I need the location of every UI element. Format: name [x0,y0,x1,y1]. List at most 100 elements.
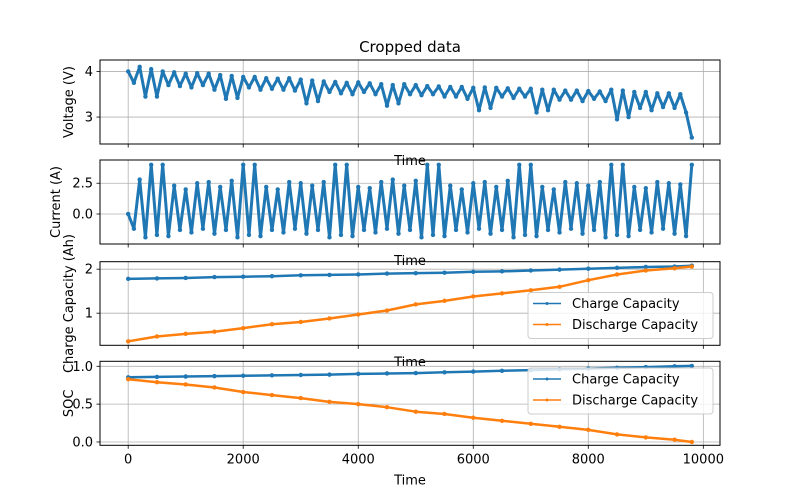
y-tick-label: 1.0 [72,360,93,375]
chart-title: Cropped data [359,38,461,56]
data-point [471,85,476,91]
y-tick-label: 2 [85,263,93,278]
data-point [212,385,217,390]
data-point [384,404,390,410]
data-point [614,117,620,122]
data-point [643,89,649,95]
data-point [218,72,223,78]
data-point [143,94,148,99]
data-point [511,235,516,240]
data-point [298,273,303,278]
data-point [269,274,275,279]
data-point [298,372,303,378]
data-point [626,233,631,239]
data-point [125,376,131,382]
data-point [413,409,418,414]
data-point [666,91,672,96]
data-point [689,363,695,369]
data-point [528,421,533,427]
data-point [649,108,654,113]
axes-frame [99,261,721,346]
data-point [453,227,459,233]
data-point [396,101,401,106]
data-point [338,232,344,238]
data-point [442,270,447,275]
data-point [194,71,200,76]
x-tick-label: 4000 [342,452,375,467]
data-point [327,316,332,321]
data-point [672,364,677,369]
legend-marker [545,398,549,402]
data-point [528,268,533,273]
data-point [379,179,384,185]
data-point [183,275,188,281]
data-point [367,81,372,86]
data-point [442,298,447,304]
data-point [689,264,695,269]
data-point [241,274,246,279]
data-point [356,371,361,377]
data-point [591,227,597,233]
data-point [350,233,355,239]
data-point [125,276,131,282]
data-point [499,227,505,233]
data-point [344,162,349,167]
data-point [235,235,240,240]
data-point [131,226,137,231]
data-point [373,92,378,97]
data-point [125,339,131,344]
data-point [327,272,332,278]
data-point [275,187,280,192]
x-axis-label: Time [393,473,426,488]
data-point [200,226,206,231]
subplot-1: 3 4 Time Voltage (V) Cropped data [62,38,721,169]
data-point [591,96,597,102]
data-point [310,183,315,188]
data-point [557,230,562,235]
data-point [212,329,217,334]
data-point [666,181,672,186]
data-point [545,227,551,233]
data-point [390,177,395,182]
data-point [235,95,240,101]
data-point [534,110,539,115]
data-point [384,103,390,108]
data-point [218,184,223,190]
data-point [269,321,275,327]
series-line-data [126,163,694,239]
data-point [154,379,160,385]
data-point [373,230,378,235]
data-point [465,230,470,235]
data-point [637,227,643,233]
data-point [557,267,562,272]
data-point [269,227,275,233]
legend: Charge Capacity Discharge Capacity [527,292,714,339]
x-tick-label: 8000 [572,452,605,467]
data-point [632,89,637,95]
data-point [586,88,591,94]
data-point [678,92,683,97]
data-point [154,94,160,99]
legend-frame [527,292,714,339]
data-point [154,276,160,281]
data-point [678,182,683,187]
data-point [563,179,568,185]
data-point [471,415,476,420]
data-point [281,87,286,92]
data-point [160,162,165,167]
data-point [356,401,361,407]
data-point [499,291,505,296]
data-point [580,98,585,104]
data-point [241,325,246,331]
data-point [597,89,602,94]
data-point [528,86,533,91]
data-point [384,226,390,231]
x-axis-label: Time [393,154,426,169]
data-point [574,88,579,93]
data-point [580,231,585,236]
data-point [442,370,447,375]
data-point [189,85,194,90]
data-point [545,108,551,113]
legend-label: Discharge Capacity [572,318,698,333]
data-point [528,162,533,167]
